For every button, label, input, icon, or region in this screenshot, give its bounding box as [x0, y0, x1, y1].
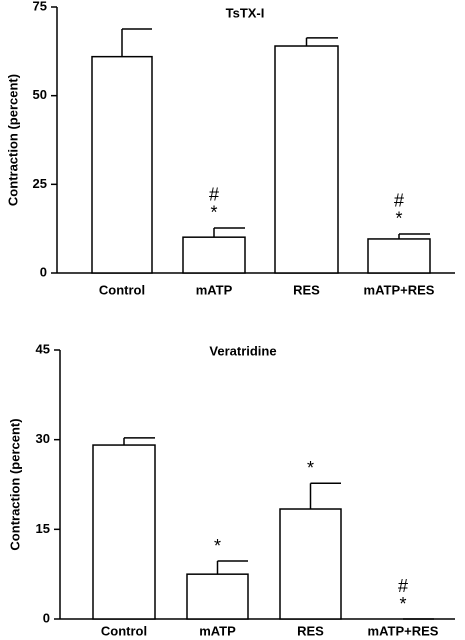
- annotation: *: [399, 594, 406, 614]
- x-tick-label: Control: [99, 282, 145, 297]
- annotation: *: [210, 203, 217, 223]
- y-tick-label: 30: [36, 431, 50, 446]
- y-tick-label: 45: [36, 341, 50, 356]
- y-axis-label: Contraction (percent): [7, 418, 22, 550]
- bar: [279, 508, 342, 620]
- y-tick-label: 50: [33, 87, 47, 102]
- annotation: *: [214, 536, 221, 556]
- bar: [182, 236, 246, 274]
- chart-title: Veratridine: [209, 343, 276, 358]
- y-tick-label: 75: [33, 0, 47, 13]
- bar: [92, 444, 156, 620]
- annotation: *: [307, 458, 314, 478]
- bar: [91, 55, 153, 274]
- x-tick-label: mATP: [199, 623, 236, 638]
- x-tick-label: RES: [297, 623, 324, 638]
- bar: [367, 238, 431, 274]
- annotation: #: [394, 191, 404, 211]
- x-tick-label: mATP+RES: [364, 282, 435, 297]
- annotation: #: [398, 576, 408, 596]
- x-tick-label: mATP+RES: [368, 623, 439, 638]
- y-axis-label: Contraction (percent): [5, 74, 20, 206]
- x-tick-label: mATP: [196, 282, 233, 297]
- bar: [186, 573, 249, 620]
- y-tick-label: 0: [40, 264, 47, 279]
- y-tick-label: 25: [33, 176, 47, 191]
- x-tick-label: RES: [293, 282, 320, 297]
- annotation: *: [395, 209, 402, 229]
- annotation: #: [209, 185, 219, 205]
- y-tick-label: 0: [43, 610, 50, 625]
- x-tick-label: Control: [101, 623, 147, 638]
- bar: [274, 45, 339, 274]
- y-tick-label: 15: [36, 521, 50, 536]
- chart-title: TsTX-I: [226, 5, 265, 20]
